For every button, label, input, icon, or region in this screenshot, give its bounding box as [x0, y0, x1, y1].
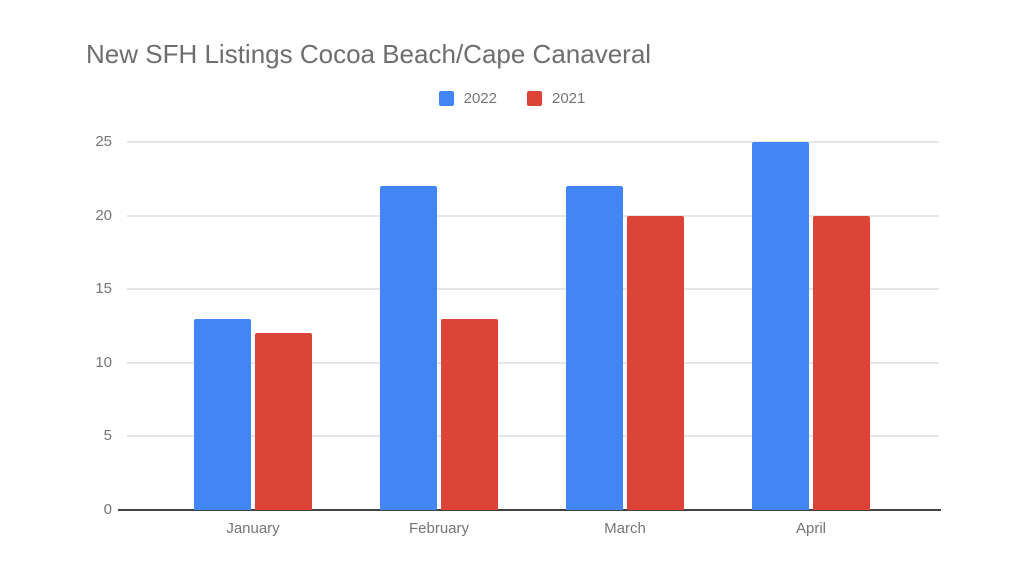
gridline-10 [127, 361, 939, 364]
legend-label-2022: 2022 [463, 90, 497, 107]
y-tick-label-15: 15 [95, 280, 112, 298]
legend-label-2021: 2021 [552, 90, 586, 107]
gridline-20 [127, 214, 939, 217]
bar-2021-january [255, 333, 312, 510]
gridline-5 [127, 435, 939, 438]
legend-swatch-2022-icon [438, 91, 454, 106]
y-tick-label-25: 25 [95, 133, 112, 150]
bar-2022-april [752, 142, 809, 510]
x-axis-label-february: February [408, 520, 470, 537]
x-axis-baseline [118, 509, 941, 511]
y-tick-label-0: 0 [103, 501, 112, 518]
y-tick-label-5: 5 [103, 427, 112, 445]
bar-2022-february [380, 186, 437, 510]
x-axis-label-april: April [795, 520, 826, 537]
bar-2022-january [194, 318, 251, 510]
bar-2021-april [813, 215, 870, 510]
bar-2021-march [627, 215, 684, 510]
chart-title: New SFH Listings Cocoa Beach/Cape Canave… [86, 39, 652, 69]
x-axis-label-march: March [604, 520, 646, 537]
bar-2022-march [566, 186, 623, 510]
chart-legend: 2022 2021 [0, 90, 1024, 107]
legend-swatch-2021-icon [527, 91, 542, 106]
legend-item-2021: 2021 [527, 90, 585, 107]
x-axis-label-january: January [226, 520, 280, 537]
bar-2021-february [441, 318, 498, 510]
gridline-15 [127, 288, 939, 291]
gridline-25 [127, 141, 939, 143]
legend-item-2022: 2022 [438, 90, 497, 107]
y-tick-label-20: 20 [95, 206, 112, 224]
y-tick-label-10: 10 [95, 353, 112, 371]
